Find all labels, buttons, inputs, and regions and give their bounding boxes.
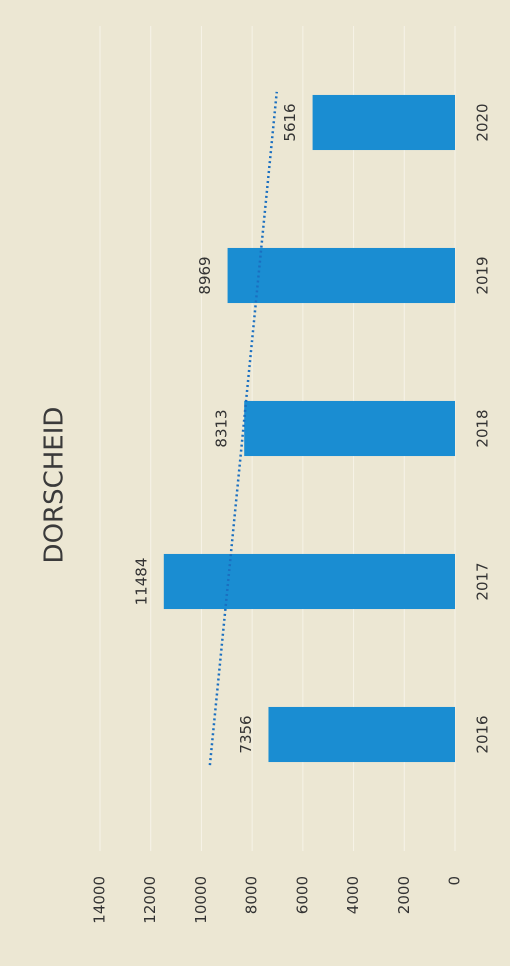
y-tick-label: 14000: [91, 876, 109, 924]
data-label: 7356: [237, 715, 255, 753]
y-tick-label: 0: [446, 876, 464, 886]
bar: [163, 553, 455, 610]
x-tick-label: 2017: [474, 562, 492, 600]
y-tick-label: 6000: [293, 876, 311, 914]
data-label: 8969: [196, 256, 214, 294]
chart-title: DORSCHEID: [40, 407, 70, 564]
rotated-chart: DORSCHEID 0 2000 4000 6000 8000 10000 12000 140…: [40, 26, 492, 924]
x-tick-label: 2018: [474, 409, 492, 447]
x-tick-label: 2019: [474, 256, 492, 294]
bar: [312, 94, 456, 151]
bar: [227, 247, 455, 304]
y-tick-label: 10000: [192, 876, 210, 924]
y-tick-label: 2000: [395, 876, 413, 914]
y-tick-label: 12000: [141, 876, 159, 924]
data-label: 8313: [213, 409, 231, 447]
x-tick-label: 2020: [474, 103, 492, 141]
x-tick-label: 2016: [474, 715, 492, 753]
y-tick-label: 4000: [344, 876, 362, 914]
data-label: 11484: [132, 558, 150, 606]
bar: [244, 400, 455, 457]
data-label: 5616: [281, 103, 299, 141]
y-tick-label: 8000: [243, 876, 261, 914]
bar: [268, 706, 456, 763]
